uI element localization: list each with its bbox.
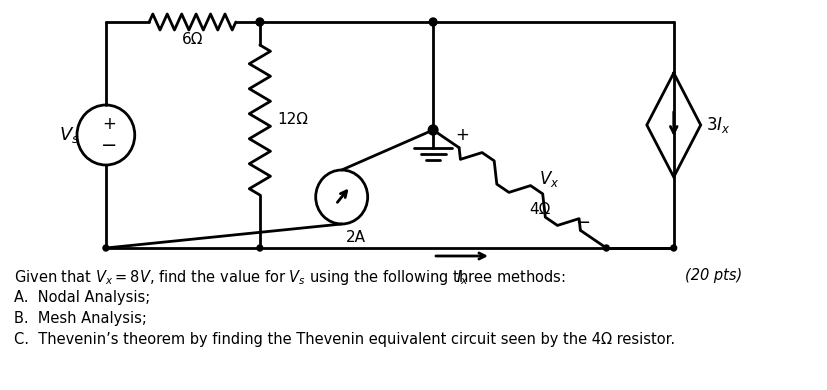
Text: $3I_x$: $3I_x$ <box>705 115 729 135</box>
Text: 4Ω: 4Ω <box>528 202 550 216</box>
Text: B.  Mesh Analysis;: B. Mesh Analysis; <box>14 311 147 326</box>
Text: +: + <box>102 115 116 133</box>
Text: A.  Nodal Analysis;: A. Nodal Analysis; <box>14 290 151 305</box>
Text: Given that $V_x = 8V$, find the value for $V_s$ using the following three method: Given that $V_x = 8V$, find the value fo… <box>14 268 565 287</box>
Text: +: + <box>455 126 468 144</box>
Circle shape <box>428 18 437 26</box>
Text: $V_x$: $V_x$ <box>538 169 559 189</box>
Circle shape <box>256 18 264 26</box>
Text: 12Ω: 12Ω <box>277 112 308 128</box>
Circle shape <box>603 245 609 251</box>
Text: C.  Thevenin’s theorem by finding the Thevenin equivalent circuit seen by the 4Ω: C. Thevenin’s theorem by finding the The… <box>14 332 675 347</box>
Text: 2A: 2A <box>346 230 366 245</box>
Circle shape <box>670 245 676 251</box>
Text: −: − <box>100 136 117 156</box>
Circle shape <box>256 245 262 251</box>
Text: 6Ω: 6Ω <box>182 32 203 48</box>
Circle shape <box>428 125 437 135</box>
Text: $V_s$: $V_s$ <box>59 125 79 145</box>
Text: (20 pts): (20 pts) <box>685 268 742 283</box>
Circle shape <box>103 245 108 251</box>
Text: −: − <box>574 214 589 232</box>
Text: $I_x$: $I_x$ <box>455 268 468 287</box>
